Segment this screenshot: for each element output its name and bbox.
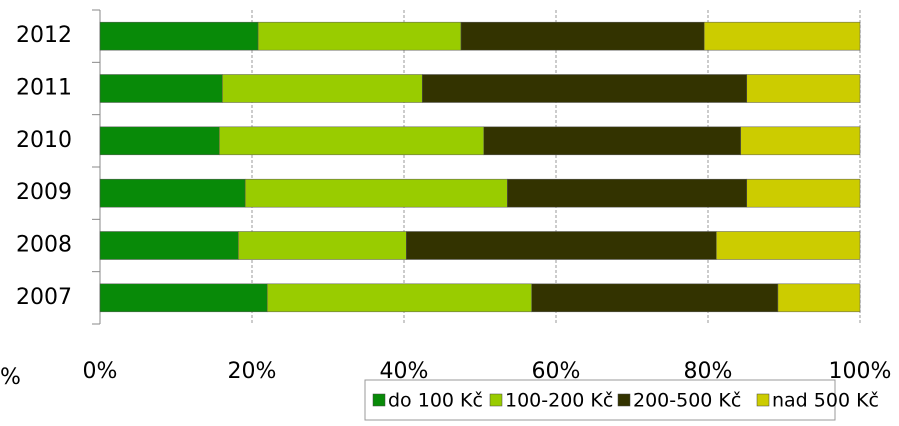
bar <box>99 283 268 313</box>
bar <box>99 178 246 208</box>
bar <box>257 21 462 51</box>
y-tick-label: 2008 <box>16 233 72 258</box>
bar <box>99 126 220 156</box>
bar <box>406 231 717 260</box>
legend-label: do 100 Kč <box>388 390 483 412</box>
bar <box>507 178 748 208</box>
x-tick-label: 100% <box>829 359 892 384</box>
bar <box>483 126 741 156</box>
bar <box>777 283 861 313</box>
bar <box>460 21 705 51</box>
legend <box>364 379 836 421</box>
x-tick-label: 60% <box>532 359 581 384</box>
y-tick-label: 2012 <box>16 23 72 48</box>
legend-swatch <box>617 393 631 407</box>
x-tick-label: 80% <box>684 359 733 384</box>
y-tick-label: 2010 <box>16 128 72 153</box>
bar <box>238 231 407 260</box>
bar <box>222 74 423 103</box>
bar <box>531 283 779 313</box>
legend-swatch <box>372 393 386 407</box>
x-tick-label: 20% <box>228 359 277 384</box>
legend-swatch <box>489 393 503 407</box>
bar <box>99 21 259 51</box>
bar <box>746 178 861 208</box>
annotation: % <box>0 365 21 390</box>
y-tick-label: 2009 <box>16 180 72 205</box>
bar <box>219 126 485 156</box>
bar <box>716 231 861 260</box>
bar <box>746 74 861 103</box>
y-tick-label: 2007 <box>16 285 72 310</box>
x-tick-label: 40% <box>380 359 429 384</box>
bar <box>740 126 861 156</box>
legend-swatch <box>756 393 770 407</box>
bar <box>99 231 239 260</box>
bar <box>244 178 508 208</box>
x-tick-label: 0% <box>83 359 118 384</box>
bar <box>421 74 748 103</box>
legend-label: nad 500 Kč <box>772 390 879 412</box>
bar <box>266 283 532 313</box>
bar <box>99 74 223 103</box>
legend-label: 200-500 Kč <box>633 390 741 412</box>
legend-label: 100-200 Kč <box>505 390 613 412</box>
bar <box>703 21 861 51</box>
y-tick-label: 2011 <box>16 76 72 101</box>
